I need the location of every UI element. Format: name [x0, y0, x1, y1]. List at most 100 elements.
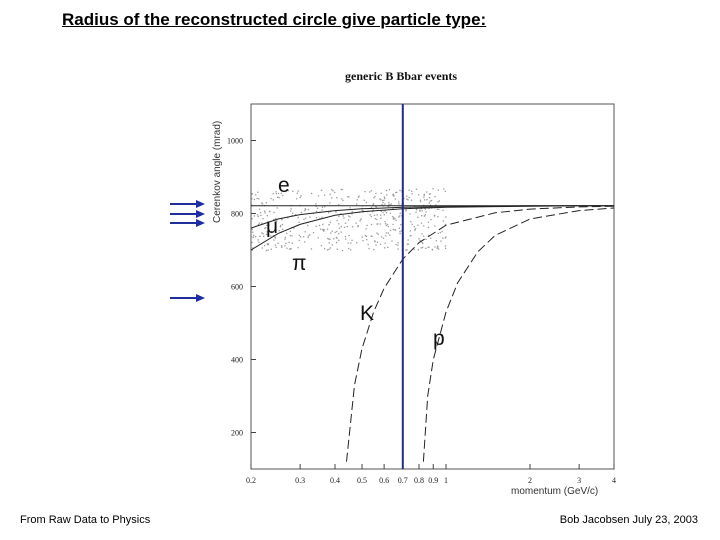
scatter-point — [304, 231, 306, 233]
scatter-point — [331, 244, 333, 246]
scatter-point — [442, 220, 445, 222]
scatter-point — [258, 198, 260, 200]
scatter-point — [417, 194, 420, 196]
scatter-point — [419, 239, 421, 242]
arrow-marker — [170, 294, 205, 302]
scatter-point — [251, 249, 254, 251]
scatter-point — [369, 214, 371, 216]
scatter-point — [376, 223, 378, 225]
scatter-point — [400, 223, 402, 226]
scatter-point — [265, 227, 267, 229]
scatter-point — [252, 247, 254, 249]
scatter-point — [328, 242, 330, 244]
scatter-point — [381, 199, 384, 202]
series-labels: eμπ Kp — [266, 174, 445, 350]
scatter-point — [370, 223, 373, 226]
footer-left: From Raw Data to Physics — [20, 514, 151, 526]
scatter-point — [272, 192, 274, 195]
scatter-point — [405, 249, 407, 251]
scatter-point — [311, 192, 313, 195]
scatter-point — [321, 206, 324, 208]
x-tick-label: 0.6 — [379, 476, 389, 485]
scatter-point — [347, 196, 349, 198]
scatter-point — [407, 239, 409, 241]
scatter-point — [347, 219, 350, 221]
scatter-point — [421, 233, 423, 235]
scatter-point — [375, 244, 377, 246]
scatter-point — [406, 243, 409, 245]
scatter-point — [405, 209, 407, 211]
scatter-point — [329, 247, 332, 249]
scatter-point — [328, 248, 330, 250]
scatter-point — [362, 239, 364, 242]
scatter-point — [421, 210, 423, 212]
scatter-point — [387, 246, 389, 248]
scatter-point — [334, 191, 336, 194]
scatter-point — [318, 224, 321, 227]
scatter-point — [429, 204, 432, 206]
scatter-point — [376, 218, 378, 221]
scatter-point — [400, 230, 403, 232]
scatter-point — [276, 220, 278, 222]
scatter-point — [377, 223, 379, 225]
scatter-point — [373, 214, 376, 217]
scatter-point — [399, 212, 401, 215]
scatter-point — [252, 231, 254, 233]
scatter-point — [399, 230, 401, 233]
scatter-point — [261, 232, 263, 234]
scatter-point — [365, 201, 368, 204]
scatter-point — [328, 224, 330, 226]
arrow-marker — [170, 210, 205, 218]
scatter-point — [328, 238, 330, 240]
scatter-point — [336, 248, 338, 250]
scatter-point — [348, 247, 350, 250]
scatter-point — [389, 204, 391, 206]
scatter-point — [370, 215, 373, 218]
scatter-point — [355, 203, 358, 205]
scatter-point — [399, 215, 401, 217]
scatter-point — [409, 235, 411, 237]
scatter-point — [438, 208, 440, 210]
x-tick-label: 0.5 — [357, 476, 367, 485]
scatter-point — [366, 239, 368, 241]
scatter-point — [268, 224, 270, 226]
scatter-point — [423, 215, 426, 217]
scatter-point — [273, 211, 275, 214]
x-tick-label: 4 — [612, 476, 616, 485]
scatter-point — [361, 236, 363, 238]
scatter-point — [379, 223, 381, 225]
scatter-point — [421, 215, 423, 217]
scatter-point — [394, 218, 396, 220]
scatter-point — [327, 237, 329, 240]
scatter-point — [338, 239, 340, 241]
scatter-point — [421, 241, 423, 244]
scatter-point — [387, 225, 389, 228]
scatter-point — [392, 218, 395, 220]
scatter-point — [365, 228, 367, 230]
scatter-point — [440, 240, 442, 242]
y-tick-label: 1000 — [227, 137, 243, 146]
scatter-point — [297, 216, 299, 219]
scatter-point — [406, 249, 408, 251]
scatter-point — [430, 237, 432, 239]
scatter-point — [284, 238, 286, 240]
scatter-point — [275, 246, 277, 249]
scatter-point — [438, 248, 440, 250]
scatter-point — [338, 223, 340, 225]
scatter-point — [437, 246, 439, 248]
scatter-point — [410, 234, 412, 237]
scatter-point — [317, 237, 319, 239]
scatter-point — [389, 234, 391, 236]
scatter-point — [384, 242, 386, 244]
scatter-point — [348, 234, 350, 237]
scatter-point — [304, 209, 306, 212]
scatter-point — [316, 207, 319, 209]
scatter-point — [300, 211, 303, 214]
scatter-point — [373, 249, 375, 251]
scatter-point — [395, 243, 397, 246]
scatter-point — [302, 236, 305, 238]
scatter-point — [425, 211, 427, 213]
scatter-point — [422, 242, 424, 245]
scatter-point — [397, 244, 399, 246]
scatter-point — [323, 194, 326, 196]
